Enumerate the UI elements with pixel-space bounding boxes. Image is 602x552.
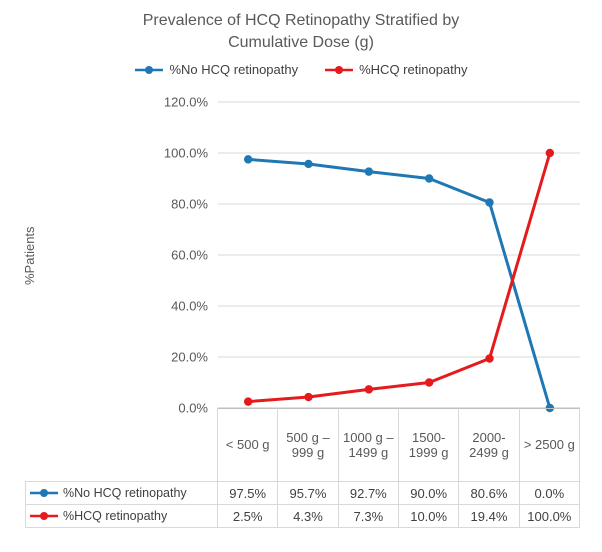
- table-value: 10.0%: [398, 505, 460, 528]
- y-tick-label: 80.0%: [171, 197, 208, 212]
- data-point-marker: [424, 174, 434, 183]
- table-value: 2.5%: [218, 505, 279, 528]
- table-value: 19.4%: [459, 505, 520, 528]
- data-point-marker: [364, 385, 374, 394]
- data-point-marker: [485, 198, 494, 207]
- table-category: 1000 g – 1499 g: [338, 408, 399, 482]
- table-series-key: %No HCQ retinopathy: [25, 482, 218, 505]
- table-value: 100.0%: [519, 505, 580, 528]
- y-tick-label: 60.0%: [171, 248, 208, 263]
- table-series-name: %No HCQ retinopathy: [63, 486, 187, 500]
- data-point-marker: [364, 167, 374, 176]
- legend-label: %No HCQ retinopathy: [169, 62, 299, 77]
- data-point-marker: [485, 354, 494, 363]
- table-value: 92.7%: [338, 482, 399, 505]
- y-tick-label: 40.0%: [171, 299, 208, 314]
- table-series-name: %HCQ retinopathy: [63, 509, 168, 523]
- legend-marker-icon: [135, 65, 164, 74]
- table-value: 0.0%: [519, 482, 580, 505]
- data-point-marker: [545, 148, 555, 158]
- y-tick-label: 100.0%: [164, 146, 209, 161]
- series-line: [246, 151, 552, 404]
- table-series-key: %HCQ retinopathy: [25, 505, 218, 528]
- data-point-marker: [545, 403, 555, 413]
- data-point-marker: [243, 155, 253, 164]
- table-value: 4.3%: [278, 505, 339, 528]
- table-value: 95.7%: [278, 482, 339, 505]
- legend-marker-icon: [30, 512, 58, 520]
- legend-marker-icon: [325, 65, 354, 74]
- legend-item: %HCQ retinopathy: [324, 62, 468, 77]
- data-point-marker: [304, 392, 313, 402]
- data-point-marker: [304, 159, 313, 169]
- table-category: 2000-2499 g: [459, 408, 520, 482]
- data-point-marker: [424, 378, 434, 387]
- y-tick-label: 20.0%: [171, 350, 208, 365]
- y-tick-label: 120.0%: [164, 95, 209, 110]
- legend-marker-icon: [30, 489, 58, 497]
- data-point-marker: [243, 397, 253, 406]
- series-line: [246, 157, 552, 410]
- table-value: 7.3%: [338, 505, 399, 528]
- table-corner-cell: [25, 408, 218, 482]
- table-category: < 500 g: [218, 408, 279, 482]
- chart-legend: %No HCQ retinopathy %HCQ retinopathy: [0, 62, 602, 77]
- data-table: < 500 g 500 g – 999 g 1000 g – 1499 g 1500-…: [25, 408, 580, 528]
- legend-item: %No HCQ retinopathy: [134, 62, 298, 77]
- table-category: 500 g – 999 g: [278, 408, 339, 482]
- chart-title: Prevalence of HCQ Retinopathy Stratified…: [142, 12, 460, 51]
- y-tick-label: 0.0%: [178, 401, 208, 416]
- plot-area: 0.0% 20.0% 40.0% 60.0% 80.0% 100.0% 120.0%: [164, 95, 580, 416]
- table-category: > 2500 g: [519, 408, 580, 482]
- table-value: 80.6%: [459, 482, 520, 505]
- table-value: 90.0%: [398, 482, 460, 505]
- table-category: 1500-1999 g: [398, 408, 460, 482]
- table-value: 97.5%: [218, 482, 279, 505]
- legend-label: %HCQ retinopathy: [359, 62, 468, 77]
